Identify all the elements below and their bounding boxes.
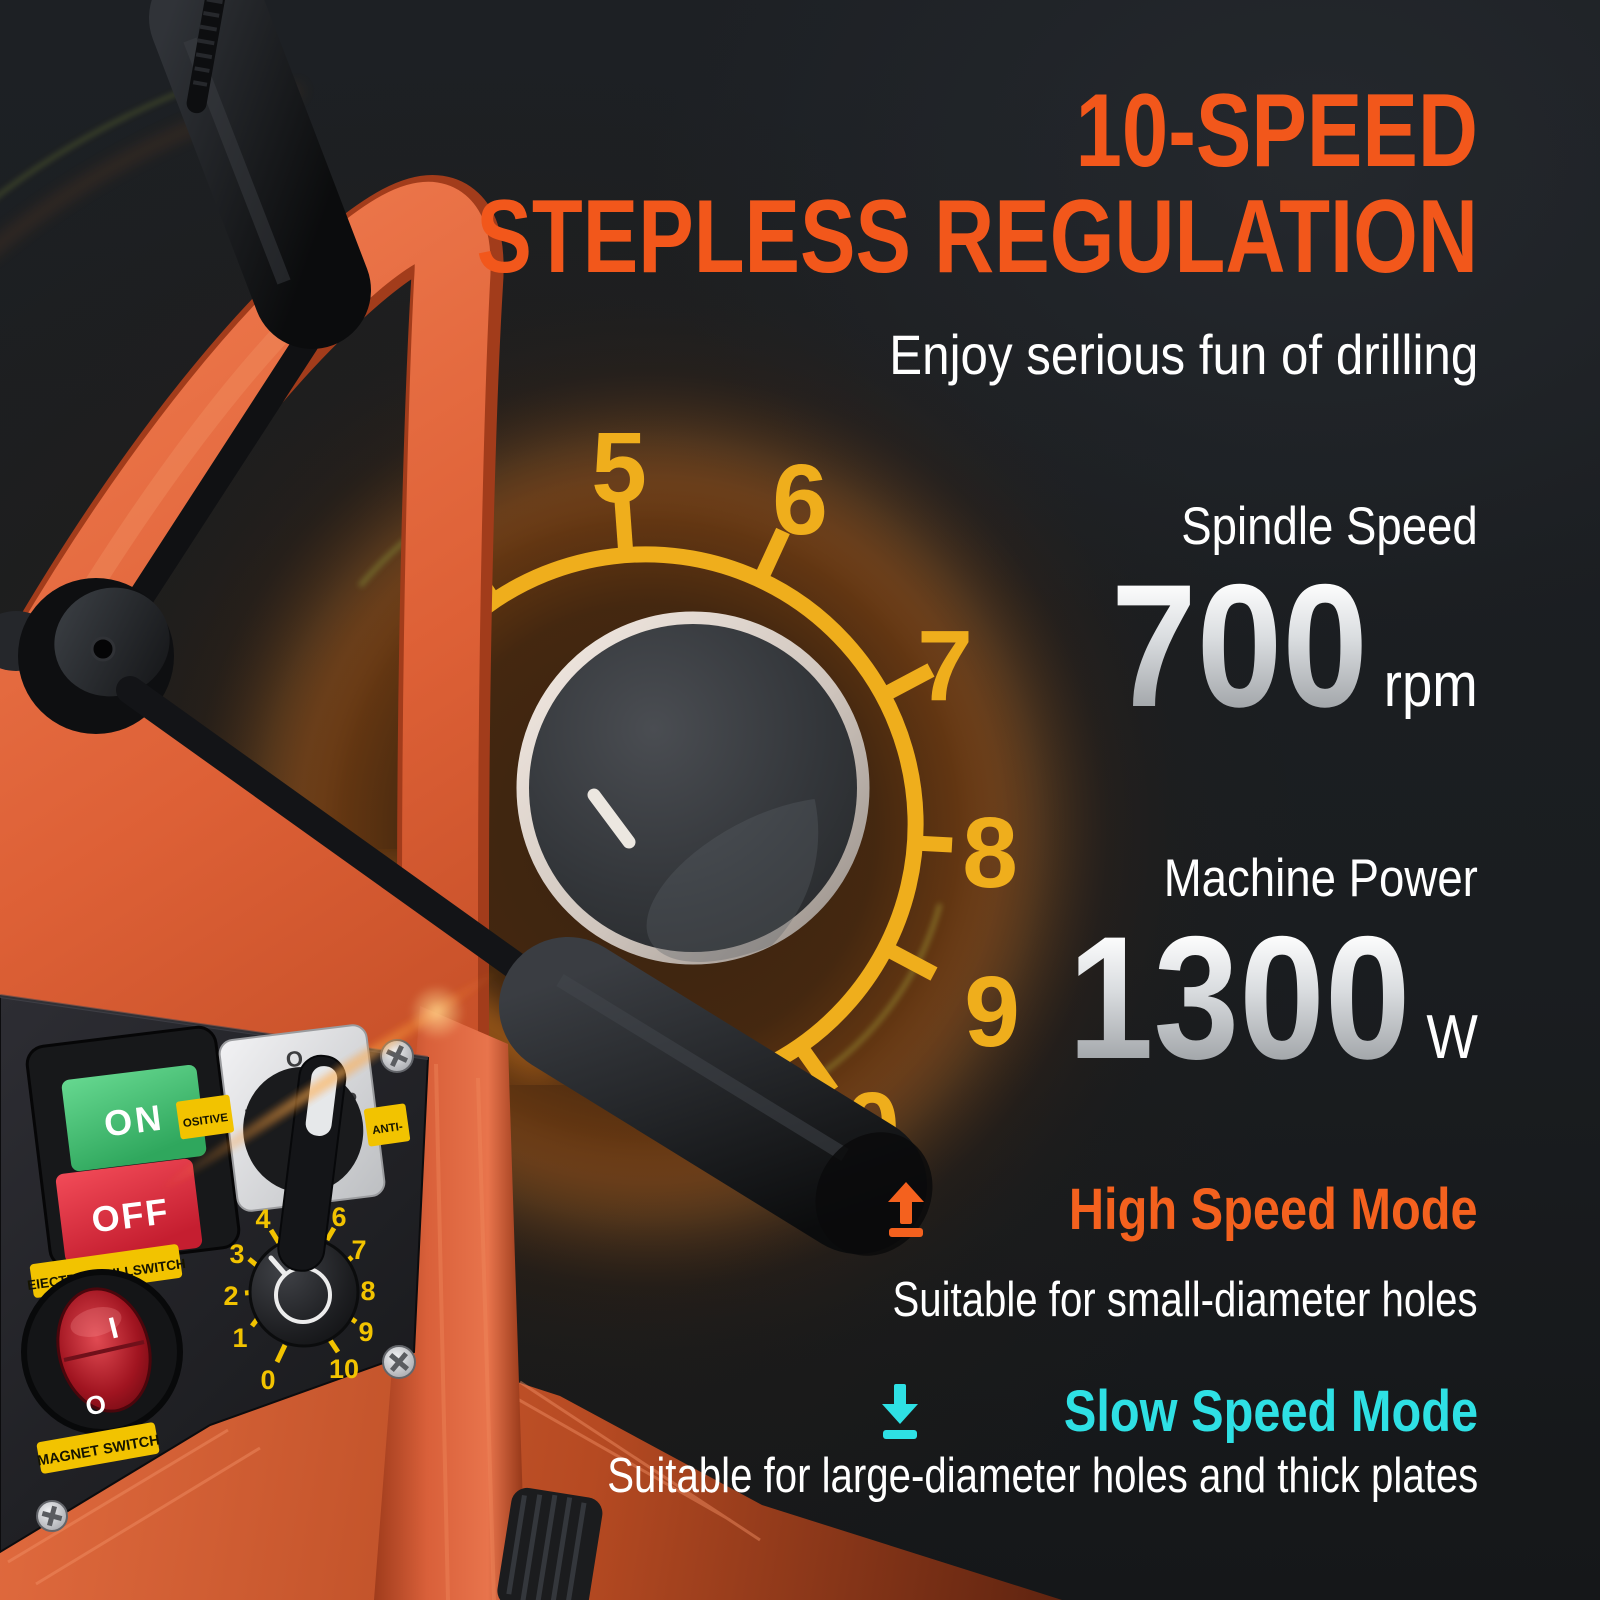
feed-handle	[0, 0, 933, 1256]
lens-flares	[157, 968, 503, 1192]
panel-dial-number: 4	[255, 1204, 270, 1234]
high-speed-mode-description: Suitable for small-diameter holes	[892, 1273, 1478, 1327]
magnet-switch-label-plate	[36, 1422, 160, 1474]
dial-number: 8	[962, 797, 1018, 909]
dial-knob	[529, 624, 857, 952]
headline: 10-SPEED STEPLESS REGULATION	[476, 78, 1478, 290]
speed-dial-graphic: 4 5 6 7 8 9 0	[399, 412, 1020, 1184]
feed-handle-lower-grip	[499, 937, 933, 1256]
slow-speed-mode-description: Suitable for large-diameter holes and th…	[606, 1449, 1478, 1503]
dial-number: 7	[917, 610, 973, 722]
dial-knob-ring	[516, 611, 870, 965]
dial-knob-pointer	[587, 788, 636, 849]
headline-line1: 10-SPEED	[1075, 73, 1478, 189]
spindle-speed-spec: Spindle Speed 700 rpm	[1061, 496, 1478, 734]
feed-handle-lower-spoke	[116, 676, 594, 1026]
high-speed-mode-row: High Speed Mode	[883, 1176, 1478, 1243]
positive-label-plate	[176, 1094, 234, 1140]
base-knurled-knob	[497, 1487, 603, 1600]
slow-speed-mode-row: Slow Speed Mode	[877, 1378, 1478, 1445]
spindle-speed-unit: rpm	[1384, 651, 1478, 720]
high-speed-mode-title: High Speed Mode	[1069, 1177, 1478, 1242]
dial-number: 9	[964, 956, 1020, 1068]
arrow-down-to-bar-icon	[881, 1383, 918, 1439]
dial-number: 5	[591, 412, 647, 524]
anti-label: ANTI-	[372, 1121, 404, 1137]
panel-dial-number: 0	[260, 1365, 275, 1395]
spindle-speed-value: 700	[1111, 549, 1369, 744]
machine-power-spec: Machine Power 1300 W	[1012, 848, 1478, 1086]
panel-dial-number: 2	[223, 1281, 238, 1311]
drill-machine: ON OFF EIECTRIC DRILLSWITCH I O MAGNET S…	[0, 175, 1062, 1600]
subtitle: Enjoy serious fun of drilling	[889, 323, 1478, 386]
on-button	[61, 1064, 207, 1172]
panel-dial-number: 3	[229, 1239, 244, 1269]
anti-label-plate	[363, 1103, 411, 1147]
machine-base	[0, 1350, 1062, 1600]
rotary-off-label: O	[284, 1046, 304, 1073]
panel-speed-knob-pointer	[268, 1255, 288, 1277]
panel-dial-number: 7	[351, 1235, 366, 1265]
panel-dial-number: 10	[329, 1354, 359, 1384]
dial-number: 6	[772, 444, 828, 556]
dial-arc	[399, 546, 924, 1083]
headline-line2: STEPLESS REGULATION	[476, 179, 1478, 296]
panel-dial-number: 8	[360, 1276, 375, 1306]
panel-screws	[36, 1039, 416, 1532]
slow-speed-mode-title: Slow Speed Mode	[1063, 1379, 1478, 1444]
on-button-label: ON	[102, 1096, 167, 1144]
off-button-label: OFF	[89, 1190, 171, 1240]
arrow-up-from-bar-icon	[888, 1181, 925, 1237]
machine-body	[0, 636, 470, 1085]
spindle-speed-label: Spindle Speed	[1181, 497, 1478, 556]
panel-dial-number: 9	[358, 1317, 373, 1347]
machine-power-unit: W	[1426, 1003, 1478, 1072]
machine-power-label: Machine Power	[1163, 849, 1478, 908]
panel-dial-number: 1	[232, 1323, 247, 1353]
machine-power-value: 1300	[1068, 901, 1411, 1096]
feed-handle-threaded-rod	[186, 0, 226, 114]
feed-handle-upper-spoke	[99, 305, 335, 655]
panel-dial-number: 6	[331, 1202, 346, 1232]
